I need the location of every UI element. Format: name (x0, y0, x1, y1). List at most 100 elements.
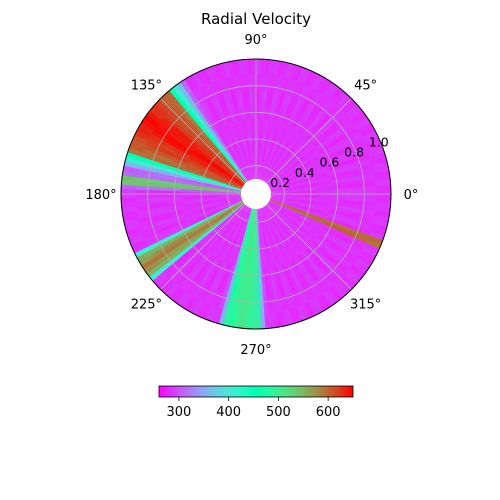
heatmap-cell (180, 188, 197, 193)
heatmap-cell (231, 235, 240, 251)
heatmap-cell (188, 262, 202, 278)
heatmap-cell (360, 196, 377, 203)
heatmap-cell (284, 262, 294, 278)
heatmap-cell (244, 118, 250, 135)
heatmap-cell (245, 164, 252, 180)
heatmap-cell (168, 212, 185, 220)
angle-tick-label: 180° (85, 188, 116, 203)
heatmap-cell (225, 248, 234, 265)
heatmap-cell (365, 238, 383, 250)
heatmap-cell (214, 206, 230, 215)
heatmap-cell (304, 301, 317, 318)
heatmap-cell (314, 278, 328, 294)
heatmap-cell (181, 96, 195, 112)
heatmap-cell (283, 93, 293, 110)
heatmap-cell (268, 236, 276, 253)
heatmap-cell (231, 175, 245, 186)
heatmap-cell (217, 209, 232, 220)
heatmap-cell (224, 215, 237, 229)
heatmap-cell (244, 223, 250, 239)
heatmap-cell (180, 140, 196, 153)
heatmap-cell (200, 253, 213, 268)
heatmap-cell (269, 136, 277, 152)
heatmap-cell (190, 224, 206, 235)
heatmap-cell (311, 73, 324, 91)
heatmap-cell (191, 151, 207, 163)
heatmap-cell (188, 297, 201, 315)
heatmap-cell (215, 128, 226, 144)
heatmap-cell (247, 238, 252, 255)
heatmap-cell (187, 91, 201, 108)
heatmap-cell (213, 176, 229, 184)
heatmap-cell (298, 174, 315, 182)
heatmap-cell (260, 238, 265, 255)
heatmap-cell (196, 203, 213, 210)
heatmap-cell (293, 306, 304, 323)
heatmap-cell (268, 119, 275, 136)
heatmap-cell (252, 148, 255, 165)
heatmap-cell (262, 223, 268, 239)
heatmap-cell (160, 116, 176, 130)
heatmap-cell (267, 221, 275, 237)
heatmap-cell (265, 205, 277, 218)
heatmap-cell (327, 168, 344, 176)
heatmap-cell (268, 135, 275, 152)
heatmap-cell (262, 253, 268, 270)
heatmap-cell (239, 237, 246, 253)
heatmap-cell (259, 148, 264, 165)
heatmap-cell (224, 107, 233, 124)
heatmap-cell (252, 208, 256, 225)
heatmap-cell (209, 306, 220, 324)
heatmap-cell (200, 167, 216, 176)
heatmap-cell (172, 288, 187, 305)
heatmap-cell (276, 140, 287, 156)
heatmap-cell (164, 138, 180, 150)
heatmap-cell (226, 184, 242, 190)
heatmap-cell (257, 163, 262, 180)
heatmap-cell (281, 263, 291, 280)
heatmap-cell (228, 201, 244, 210)
heatmap-cell (341, 218, 358, 227)
heatmap-cell (286, 110, 296, 127)
heatmap-cell (271, 155, 282, 170)
heatmap-cell (289, 307, 299, 325)
heatmap-cell (289, 242, 301, 257)
heatmap-cell (296, 167, 312, 176)
heatmap-cell (140, 118, 157, 132)
heatmap-cell (204, 66, 215, 84)
heatmap-cell (219, 278, 229, 295)
heatmap-cell (285, 197, 302, 202)
heatmap-cell (275, 216, 287, 229)
heatmap-cell (236, 220, 244, 236)
heatmap-cell (251, 298, 257, 315)
heatmap-cell (196, 179, 213, 185)
heatmap-cell (151, 172, 168, 179)
heatmap-cell (214, 308, 224, 325)
heatmap-cell (215, 94, 226, 111)
chart-title: Radial Velocity (201, 10, 311, 28)
heatmap-cell (214, 172, 230, 182)
heatmap-cell (313, 239, 328, 253)
heatmap-cell (196, 230, 211, 243)
heatmap-cell (331, 137, 348, 149)
heatmap-cell (283, 228, 296, 242)
heatmap-cell (217, 228, 229, 243)
heatmap-cell (261, 149, 266, 165)
heatmap-cell (247, 298, 254, 315)
heatmap-cell (284, 227, 297, 241)
heatmap-cell (232, 121, 240, 138)
heatmap-cell (284, 179, 300, 186)
heatmap-cell (344, 174, 361, 182)
heatmap-cell (179, 79, 193, 95)
heatmap-cell (269, 181, 285, 189)
heatmap-cell (223, 310, 232, 327)
heatmap-cell (276, 122, 285, 139)
heatmap-cell (172, 154, 189, 164)
heatmap-cell (227, 199, 243, 207)
heatmap-cell (161, 93, 176, 109)
heatmap-cell (218, 165, 233, 177)
heatmap-cell (181, 204, 198, 211)
heatmap-cell (153, 164, 170, 173)
heatmap-cell (174, 101, 189, 117)
heatmap-cell (238, 135, 246, 151)
